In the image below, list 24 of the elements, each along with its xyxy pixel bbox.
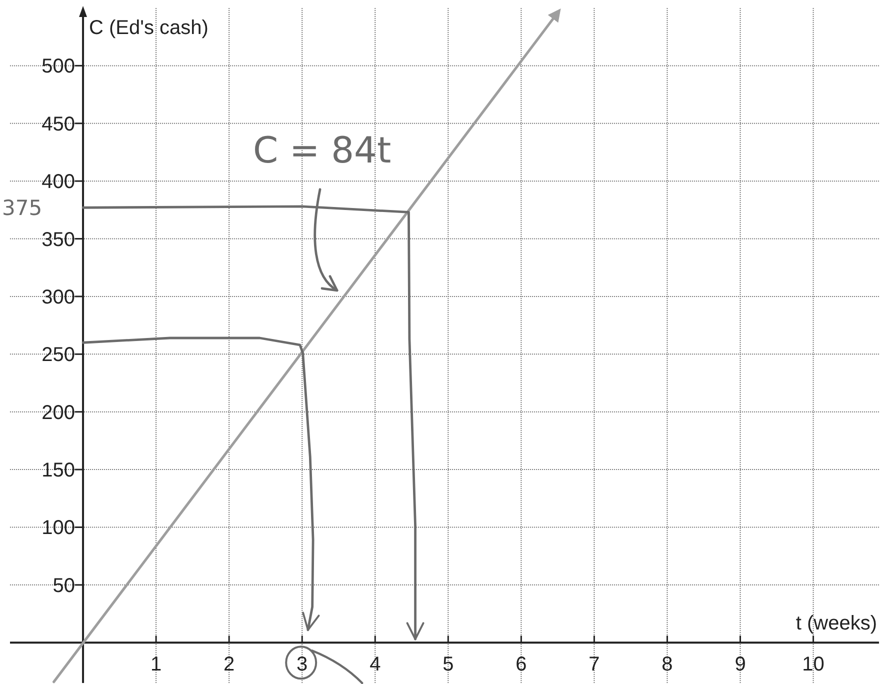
y-tick-label: 150 <box>42 460 76 482</box>
y-tick-label: 500 <box>42 56 76 78</box>
x-tick-label: 2 <box>224 654 235 676</box>
y-tick-label: 250 <box>42 344 76 366</box>
x-tick-label: 6 <box>516 654 527 676</box>
y-tick-label: 200 <box>42 402 76 424</box>
x-tick-label: 5 <box>442 654 454 676</box>
x-tick-label: 1 <box>150 654 162 676</box>
x-tick-label: 9 <box>734 654 746 676</box>
x-tick-label: 4 <box>370 654 381 676</box>
y-tick-label: 400 <box>42 171 76 194</box>
y-tick-label: 100 <box>42 517 76 540</box>
y-tick-label: 50 <box>52 574 76 597</box>
x-tick-label: 3 <box>296 654 308 676</box>
annotation: C = 84t <box>252 130 392 172</box>
y-tick-label: 300 <box>42 286 76 308</box>
y-tick-label: 450 <box>42 113 76 136</box>
annotation: 375 <box>2 196 42 220</box>
y-axis-title: C (Ed's cash) <box>89 17 208 39</box>
x-axis-title: t (weeks) <box>796 612 877 635</box>
x-tick-label: 8 <box>662 654 673 676</box>
x-tick-label: 10 <box>802 654 824 676</box>
y-tick-label: 350 <box>42 228 76 251</box>
x-tick-label: 7 <box>588 654 600 676</box>
